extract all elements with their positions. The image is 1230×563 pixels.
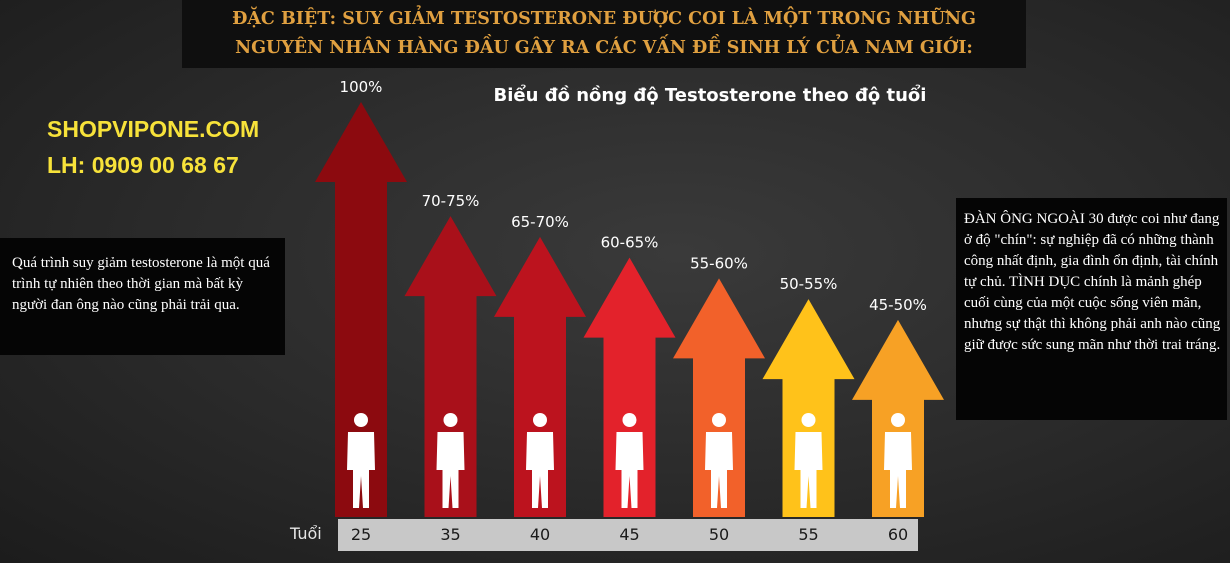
value-label-50: 55-60% — [690, 254, 748, 272]
person-silhouette-icon — [884, 413, 912, 508]
value-label-35: 70-75% — [422, 192, 480, 210]
person-silhouette-icon — [347, 413, 375, 508]
x-tick-label-50: 50 — [709, 525, 729, 544]
headline-line-1: ĐẶC BIỆT: SUY GIẢM TESTOSTERONE ĐƯỢC COI… — [232, 9, 976, 29]
shop-website-text: SHOPVIPONE.COM — [47, 116, 260, 142]
x-tick-label-35: 35 — [440, 525, 460, 544]
headline-banner: ĐẶC BIỆT: SUY GIẢM TESTOSTERONE ĐƯỢC COI… — [182, 0, 1026, 68]
person-silhouette-icon — [526, 413, 554, 508]
bar-arrow-35 — [404, 216, 497, 517]
right-info-box: ĐÀN ÔNG NGOÀI 30 được coi như đang ở độ … — [956, 198, 1227, 420]
bar-arrow-40 — [494, 236, 586, 517]
bar-arrow-50 — [673, 278, 765, 517]
x-tick-label-60: 60 — [888, 525, 908, 544]
person-silhouette-icon — [794, 413, 823, 508]
person-silhouette-icon — [705, 413, 733, 508]
bar-arrow-55 — [762, 299, 855, 517]
left-info-box: Quá trình suy giảm testosterone là một q… — [0, 238, 285, 355]
value-label-60: 45-50% — [869, 296, 927, 314]
value-label-55: 50-55% — [780, 275, 838, 293]
bar-arrow-45 — [583, 257, 676, 517]
headline-line-2: NGUYÊN NHÂN HÀNG ĐẦU GÂY RA CÁC VẤN ĐỀ S… — [235, 38, 973, 58]
x-axis-band — [338, 519, 918, 551]
x-tick-label-25: 25 — [351, 525, 371, 544]
shop-phone-text: LH: 0909 00 68 67 — [47, 152, 239, 178]
x-tick-label-40: 40 — [530, 525, 550, 544]
x-tick-label-45: 45 — [619, 525, 639, 544]
bar-arrow-25 — [315, 102, 407, 517]
x-tick-label-55: 55 — [798, 525, 818, 544]
person-silhouette-icon — [436, 413, 465, 508]
value-label-45: 60-65% — [601, 234, 659, 252]
chart-bars: 100% 25 70-75% 35 65-70% 40 60-65% 45 55-60% 50 50… — [315, 78, 944, 544]
x-axis-label: Tuổi — [290, 524, 322, 543]
value-label-25: 100% — [340, 78, 383, 96]
value-label-40: 65-70% — [511, 213, 569, 231]
chart-title: Biểu đồ nồng độ Testosterone theo độ tuổ… — [493, 85, 927, 106]
person-silhouette-icon — [615, 413, 644, 508]
